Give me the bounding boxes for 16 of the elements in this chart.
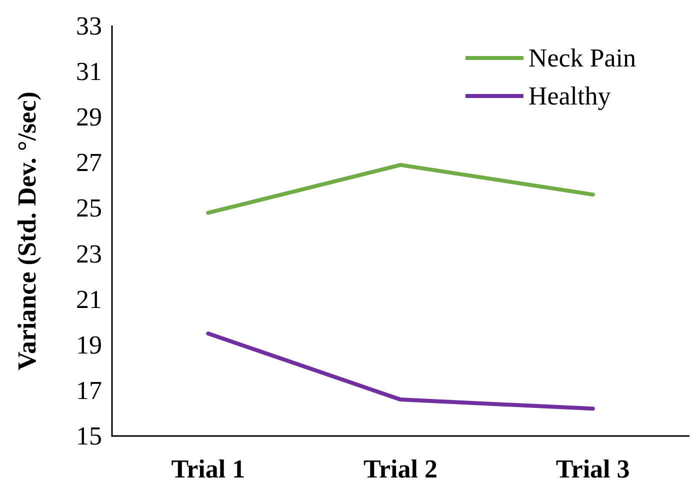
legend-label: Neck Pain <box>528 44 636 72</box>
y-tick-label: 21 <box>76 284 102 314</box>
y-tick-label: 23 <box>76 239 102 268</box>
y-tick-label: 19 <box>76 330 102 360</box>
y-tick-label: 25 <box>76 194 102 223</box>
legend-label: Healthy <box>528 82 611 110</box>
y-tick-label: 29 <box>76 102 102 132</box>
y-tick-label: 17 <box>76 376 102 405</box>
x-tick-label: Trial 3 <box>556 454 630 484</box>
x-tick-label: Trial 1 <box>171 454 246 484</box>
y-tick-label: 27 <box>76 148 102 178</box>
x-tick-label: Trial 2 <box>364 454 438 484</box>
y-tick-label: 15 <box>76 422 102 450</box>
y-tick-label: 33 <box>76 12 102 40</box>
y-axis-title: Variance (Std. Dev. °/sec) <box>12 92 42 370</box>
y-tick-label: 31 <box>76 57 102 86</box>
